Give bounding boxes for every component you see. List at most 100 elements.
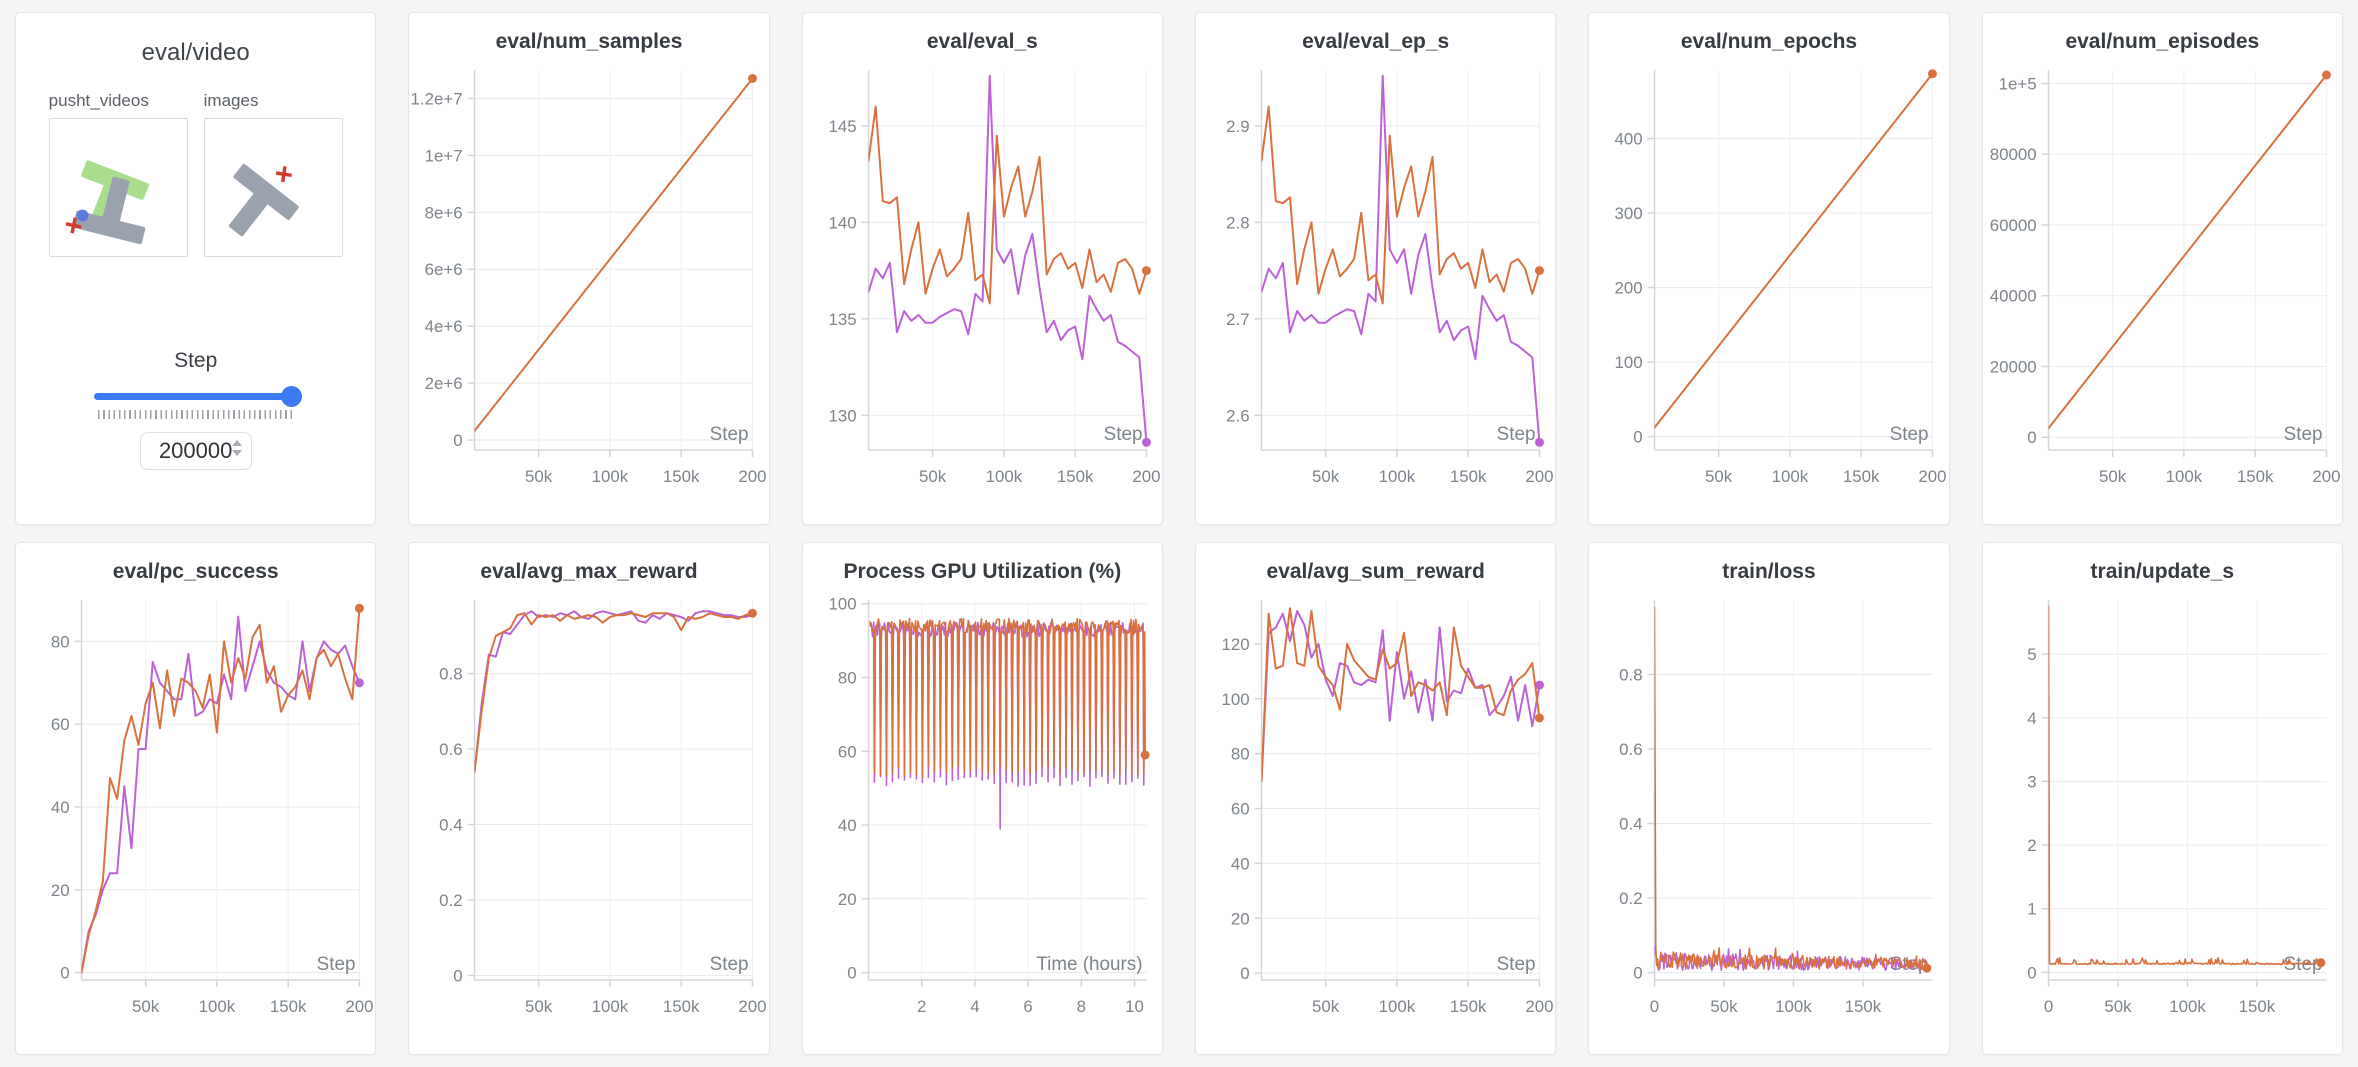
svg-text:50k: 50k xyxy=(1312,467,1340,486)
pusht-scene-icon xyxy=(65,160,149,245)
chart-title: eval/num_epochs xyxy=(1680,30,1858,53)
svg-text:200: 200 xyxy=(739,997,767,1016)
slider-knob[interactable] xyxy=(280,386,302,407)
chart-canvas-eval-num-epochs[interactable]: 50k 100k 150k 200 0 100 200 300 400 Step xyxy=(1589,60,1948,500)
step-slider[interactable] xyxy=(93,386,302,407)
svg-text:145: 145 xyxy=(828,117,856,136)
svg-text:0.8: 0.8 xyxy=(1619,665,1642,684)
pusht-image-scene-icon xyxy=(228,163,299,237)
svg-text:0: 0 xyxy=(1650,997,1659,1016)
svg-text:60: 60 xyxy=(1231,799,1250,818)
svg-text:0.2: 0.2 xyxy=(439,891,462,910)
svg-text:20: 20 xyxy=(1231,909,1250,928)
chart-title: eval/pc_success xyxy=(112,560,279,583)
svg-text:20: 20 xyxy=(838,890,857,909)
chart-canvas-eval-eval-s[interactable]: 50k 100k 150k 200 130 135 140 145 Step xyxy=(803,60,1162,500)
svg-text:200: 200 xyxy=(1615,279,1643,298)
chart-canvas-eval-avg-max-reward[interactable]: 50k 100k 150k 200 0 0.2 0.4 0.6 0.8 Step xyxy=(409,590,768,1030)
panel-eval-avg-max-reward: eval/avg_max_reward 50k 100k 150k 200 0 0.2 0.… xyxy=(408,542,770,1055)
media-label: pusht_videos xyxy=(48,91,149,110)
svg-text:1.2e+7: 1.2e+7 xyxy=(411,89,463,108)
svg-text:0.6: 0.6 xyxy=(439,740,462,759)
media-label: images xyxy=(203,91,259,110)
svg-text:50k: 50k xyxy=(525,997,553,1016)
chart-canvas-eval-pc-success[interactable]: 50k 100k 150k 200 0 20 40 60 80 Step xyxy=(16,590,375,1030)
svg-text:6: 6 xyxy=(1023,997,1032,1016)
media-thumbnail-images[interactable] xyxy=(203,118,343,257)
svg-text:0: 0 xyxy=(60,963,69,982)
svg-text:Step: Step xyxy=(1103,424,1142,445)
increment-icon[interactable] xyxy=(231,440,242,446)
svg-text:10: 10 xyxy=(1125,997,1144,1016)
svg-text:40: 40 xyxy=(1231,854,1250,873)
svg-text:Step: Step xyxy=(1497,954,1536,975)
step-value-input[interactable]: 200000 xyxy=(139,432,252,470)
panel-eval-num-episodes: eval/num_episodes 50k 100k 150k 200 0 20000 40… xyxy=(1981,12,2343,525)
svg-text:1e+7: 1e+7 xyxy=(425,146,463,165)
svg-text:3: 3 xyxy=(2027,772,2036,791)
media-item-images: images xyxy=(203,91,343,257)
svg-text:2.6: 2.6 xyxy=(1226,406,1249,425)
svg-text:140: 140 xyxy=(828,213,856,232)
chart-title: train/loss xyxy=(1722,560,1816,583)
svg-text:60: 60 xyxy=(51,715,70,734)
svg-text:0.8: 0.8 xyxy=(439,665,462,684)
chart-canvas-eval-num-episodes[interactable]: 50k 100k 150k 200 0 20000 40000 60000 80000 1e+5 S… xyxy=(1983,60,2342,500)
svg-text:40: 40 xyxy=(838,816,857,835)
svg-text:Step: Step xyxy=(1890,424,1929,445)
svg-text:100k: 100k xyxy=(199,997,236,1016)
panel-title-eval-video: eval/video xyxy=(141,39,250,66)
svg-text:6e+6: 6e+6 xyxy=(425,260,463,279)
media-thumbnail-pusht-videos[interactable] xyxy=(48,118,188,257)
svg-text:50k: 50k xyxy=(1711,997,1739,1016)
svg-text:80000: 80000 xyxy=(1989,145,2036,164)
svg-text:Step: Step xyxy=(710,954,749,975)
svg-text:200: 200 xyxy=(1919,467,1947,486)
chart-title: Process GPU Utilization (%) xyxy=(843,560,1122,583)
svg-text:1: 1 xyxy=(2027,900,2036,919)
svg-text:2.7: 2.7 xyxy=(1226,310,1249,329)
panel-eval-video: eval/video pusht_videos xyxy=(15,12,377,525)
svg-text:2.8: 2.8 xyxy=(1226,213,1249,232)
svg-text:0.6: 0.6 xyxy=(1619,740,1642,759)
step-control: Step 200000 xyxy=(16,349,375,470)
svg-text:20000: 20000 xyxy=(1989,357,2036,376)
svg-text:100k: 100k xyxy=(985,467,1022,486)
step-value: 200000 xyxy=(158,438,233,463)
svg-text:0: 0 xyxy=(2027,428,2036,447)
svg-text:0: 0 xyxy=(1240,964,1249,983)
chart-title: train/update_s xyxy=(2090,560,2235,583)
stepper-buttons[interactable] xyxy=(231,440,242,456)
svg-text:100k: 100k xyxy=(2169,997,2206,1016)
svg-text:100: 100 xyxy=(1221,690,1249,709)
decrement-icon[interactable] xyxy=(231,450,242,456)
panel-eval-num-epochs: eval/num_epochs 50k 100k 150k 200 0 100 200 300… xyxy=(1588,12,1950,525)
svg-text:50k: 50k xyxy=(1312,997,1340,1016)
svg-text:2.9: 2.9 xyxy=(1226,117,1249,136)
chart-canvas-train-update-s[interactable]: 0 50k 100k 150k 0 1 2 3 4 5 Step xyxy=(1983,590,2342,1030)
target-cross-icon xyxy=(65,217,82,234)
svg-text:50k: 50k xyxy=(525,467,553,486)
svg-text:60000: 60000 xyxy=(1989,216,2036,235)
svg-text:150k: 150k xyxy=(1450,997,1487,1016)
svg-text:0: 0 xyxy=(847,964,856,983)
chart-canvas-eval-avg-sum-reward[interactable]: 50k 100k 150k 200 0 20 40 60 80 100 120 Step xyxy=(1196,590,1555,1030)
svg-text:135: 135 xyxy=(828,310,856,329)
svg-text:0.4: 0.4 xyxy=(439,815,462,834)
svg-text:2: 2 xyxy=(2027,836,2036,855)
slider-track[interactable] xyxy=(93,393,298,400)
svg-text:0: 0 xyxy=(1634,963,1643,982)
chart-canvas-eval-eval-ep-s[interactable]: 50k 100k 150k 200 2.6 2.7 2.8 2.9 Step xyxy=(1196,60,1555,500)
svg-text:150k: 150k xyxy=(1843,467,1880,486)
svg-text:100k: 100k xyxy=(592,997,629,1016)
svg-text:40000: 40000 xyxy=(1989,287,2036,306)
media-row: pusht_videos xyxy=(16,91,375,257)
media-item-pusht-videos: pusht_videos xyxy=(48,91,188,257)
svg-text:120: 120 xyxy=(1221,635,1249,654)
svg-text:Step: Step xyxy=(1497,424,1536,445)
svg-text:50k: 50k xyxy=(919,467,947,486)
svg-text:80: 80 xyxy=(838,668,857,687)
chart-canvas-eval-num-samples[interactable]: 50k 100k 150k 200 0 2e+6 4e+6 6e+6 8e+6 1e+7 1.2e+… xyxy=(409,60,768,500)
